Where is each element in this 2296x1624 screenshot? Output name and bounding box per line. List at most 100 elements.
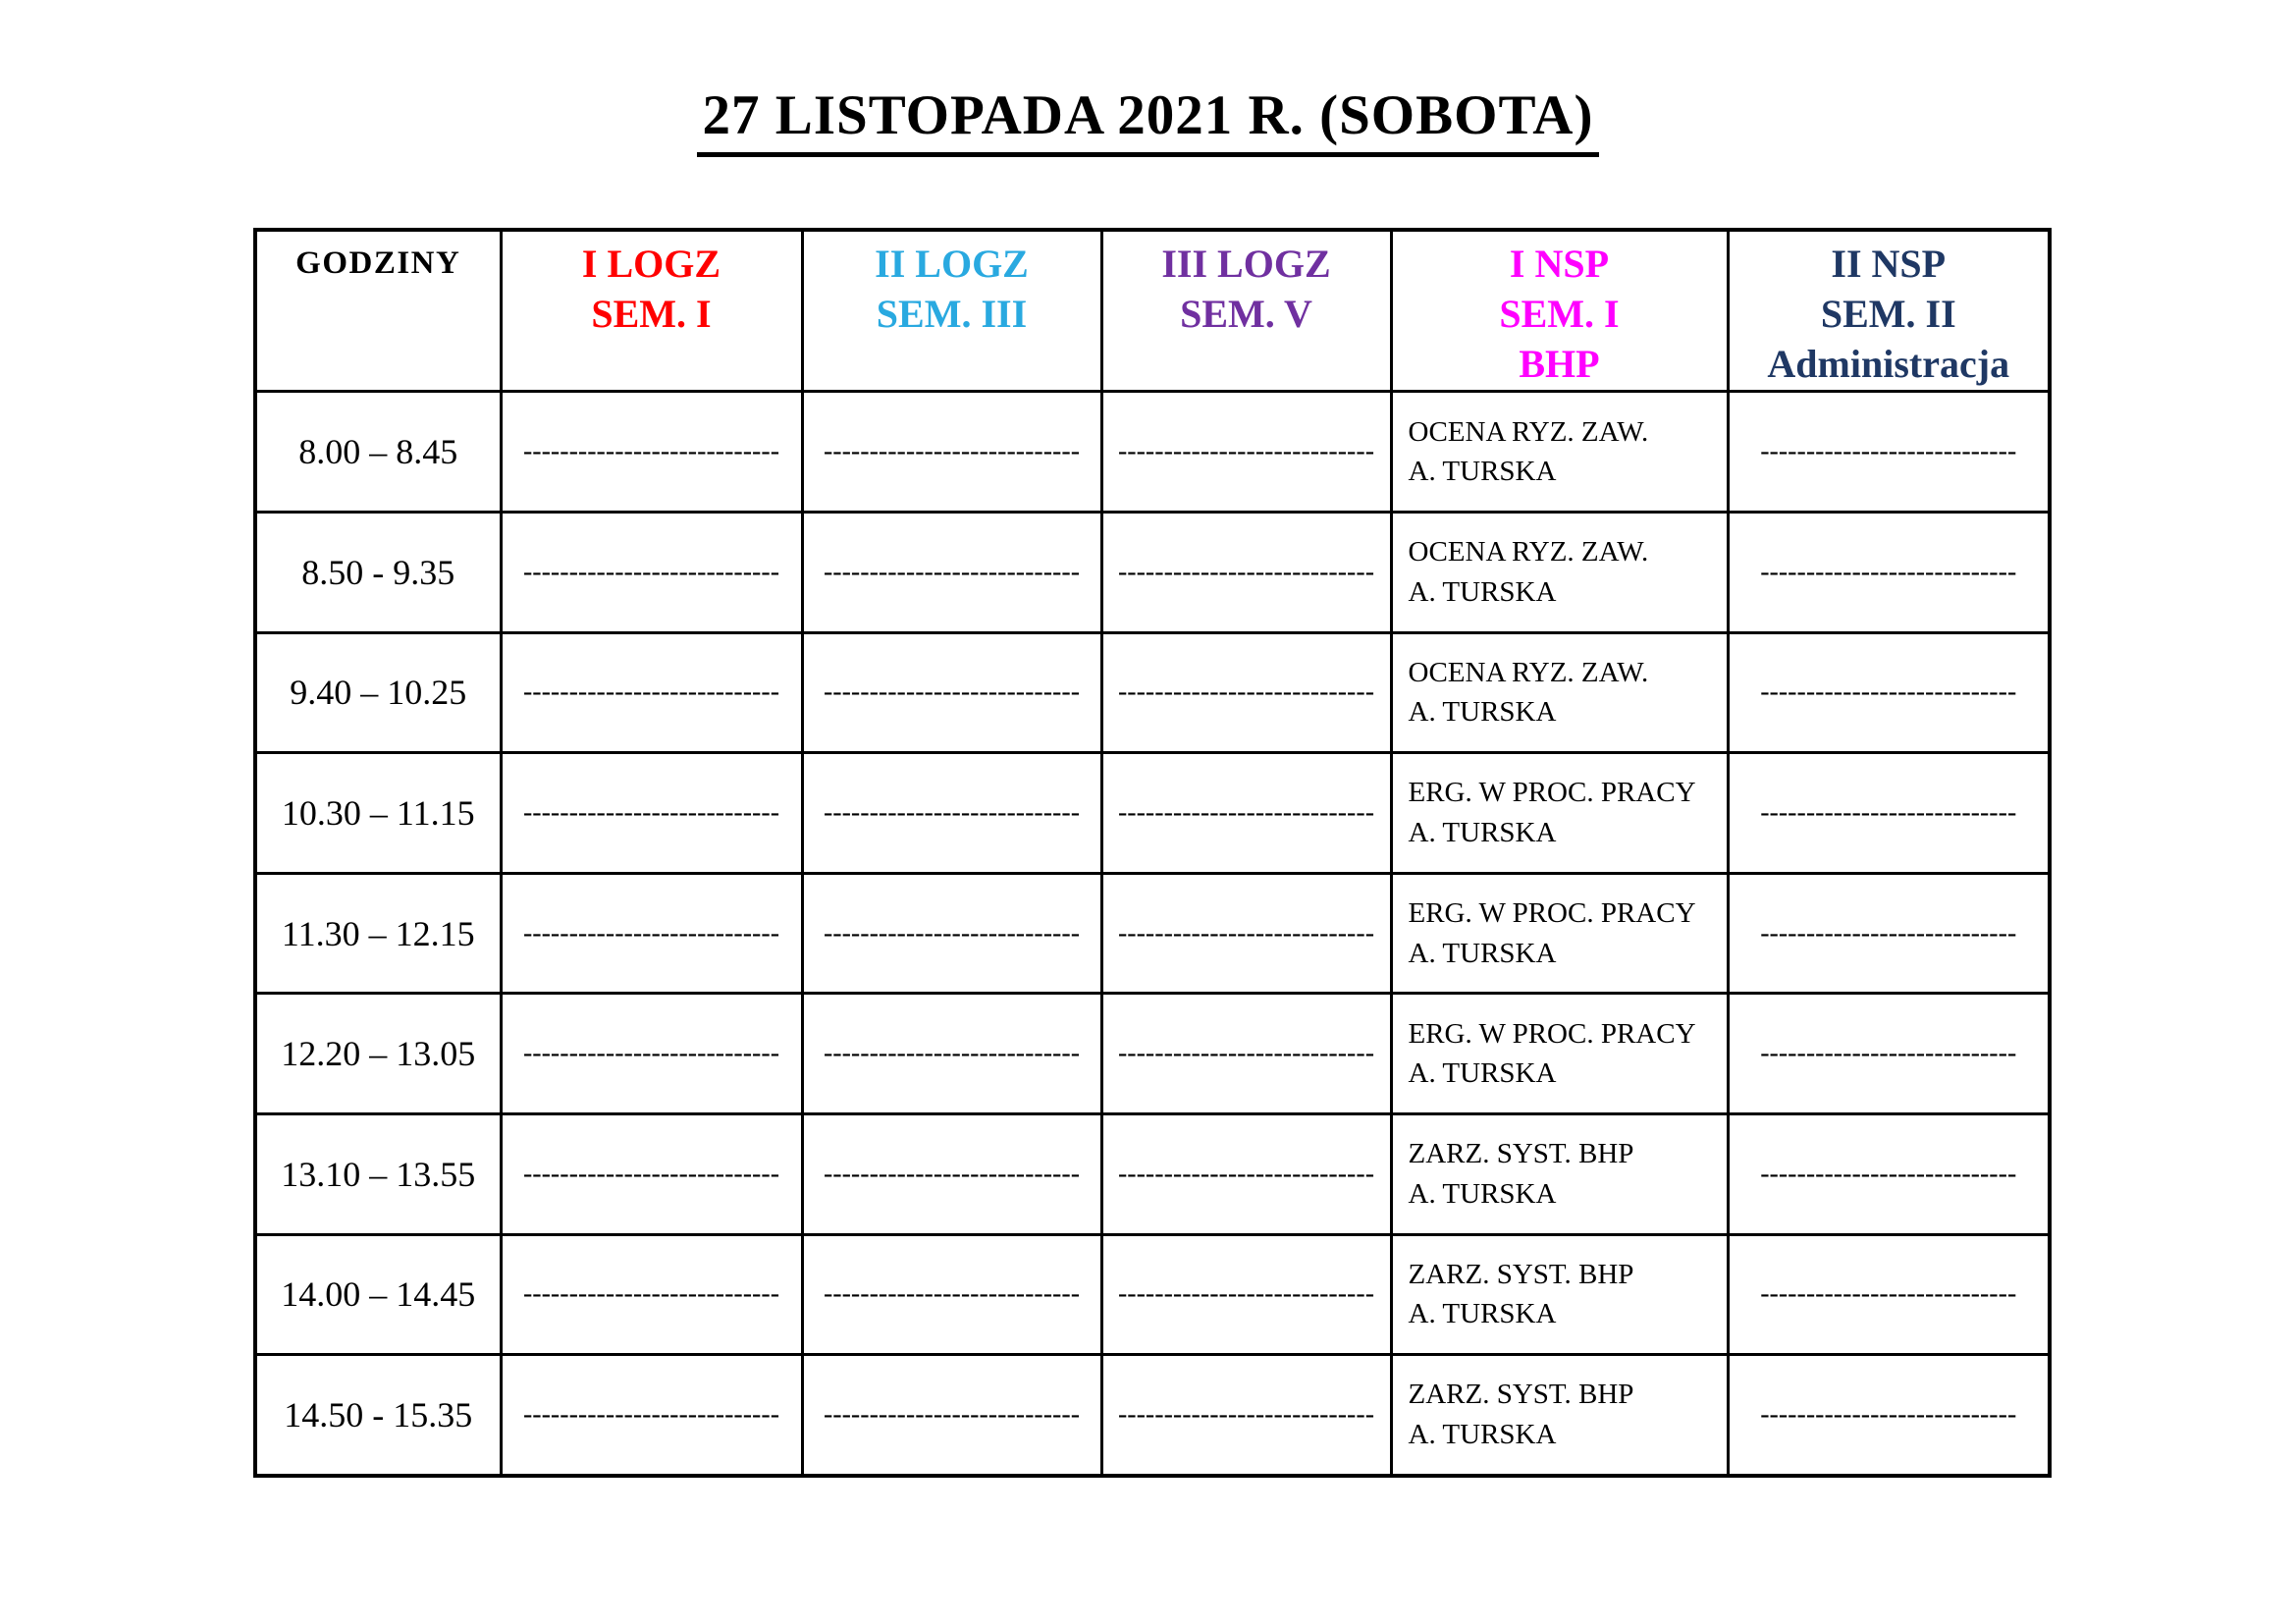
- empty-slot-cell: ----------------------------: [800, 992, 1103, 1115]
- course-cell-line: A. TURSKA: [1408, 1057, 1557, 1090]
- empty-slot-cell: ----------------------------: [1099, 871, 1393, 996]
- empty-slot-cell: ----------------------------: [499, 871, 804, 996]
- table-row: 12.20 – 13.05 ---------------------------…: [253, 992, 2052, 1115]
- column-header-logz-1: I LOGZ SEM. I: [499, 228, 804, 394]
- course-cell-line: A. TURSKA: [1408, 575, 1557, 608]
- column-header-line: Administracja: [1767, 341, 2010, 386]
- course-cell-line: ERG. W PROC. PRACY: [1408, 896, 1696, 929]
- empty-slot-cell: ----------------------------: [1726, 751, 2052, 875]
- course-cell-line: A. TURSKA: [1408, 816, 1557, 848]
- course-cell: ERG. W PROC. PRACY A. TURSKA: [1389, 992, 1730, 1115]
- header-row: GODZINY I LOGZ SEM. I II LOGZ SEM. III III LO…: [253, 228, 2052, 394]
- time-cell: 12.20 – 13.05: [253, 992, 503, 1115]
- column-header-godziny: GODZINY: [253, 228, 503, 394]
- empty-slot-cell: ----------------------------: [499, 630, 804, 755]
- empty-slot-cell: ----------------------------: [1726, 390, 2052, 514]
- empty-slot-cell: ----------------------------: [800, 390, 1103, 514]
- course-cell-line: A. TURSKA: [1408, 456, 1557, 488]
- time-cell: 14.50 - 15.35: [253, 1353, 503, 1478]
- course-cell: OCENA RYZ. ZAW. A. TURSKA: [1389, 390, 1730, 514]
- table-row: 14.50 - 15.35 ---------------------------…: [253, 1353, 2052, 1478]
- empty-slot-cell: ----------------------------: [800, 751, 1103, 875]
- empty-slot-cell: ----------------------------: [499, 1111, 804, 1236]
- time-cell: 10.30 – 11.15: [253, 751, 503, 875]
- table-row: 14.00 – 14.45 ---------------------------…: [253, 1232, 2052, 1357]
- column-header-line: II NSP: [1831, 242, 1947, 286]
- table-row: 11.30 – 12.15 ---------------------------…: [253, 871, 2052, 996]
- course-cell-line: ERG. W PROC. PRACY: [1408, 1017, 1696, 1050]
- table-row: 8.00 – 8.45 ---------------------------- -…: [253, 390, 2052, 514]
- column-header-nsp-1: I NSP SEM. I BHP: [1389, 228, 1730, 394]
- empty-slot-cell: ----------------------------: [1726, 630, 2052, 755]
- empty-slot-cell: ----------------------------: [1099, 630, 1393, 755]
- column-header-logz-3: III LOGZ SEM. V: [1099, 228, 1393, 394]
- course-cell-line: ZARZ. SYST. BHP: [1408, 1138, 1634, 1170]
- course-cell: ERG. W PROC. PRACY A. TURSKA: [1389, 871, 1730, 996]
- empty-slot-cell: ----------------------------: [1099, 1111, 1393, 1236]
- schedule-body: 8.00 – 8.45 ---------------------------- -…: [253, 390, 2052, 1478]
- empty-slot-cell: ----------------------------: [800, 1353, 1103, 1478]
- empty-slot-cell: ----------------------------: [1099, 1232, 1393, 1357]
- table-row: 13.10 – 13.55 ---------------------------…: [253, 1111, 2052, 1236]
- empty-slot-cell: ----------------------------: [499, 390, 804, 514]
- title-container: 27 LISTOPADA 2021 R. (SOBOTA): [0, 83, 2296, 157]
- column-header-line: GODZINY: [295, 245, 461, 281]
- empty-slot-cell: ----------------------------: [499, 992, 804, 1115]
- time-cell: 13.10 – 13.55: [253, 1111, 503, 1236]
- column-header-line: I NSP: [1509, 242, 1610, 286]
- empty-slot-cell: ----------------------------: [800, 510, 1103, 634]
- course-cell-line: ERG. W PROC. PRACY: [1408, 777, 1696, 809]
- table-row: 10.30 – 11.15 ---------------------------…: [253, 751, 2052, 875]
- time-cell: 8.50 - 9.35: [253, 510, 503, 634]
- empty-slot-cell: ----------------------------: [1099, 751, 1393, 875]
- empty-slot-cell: ----------------------------: [499, 1353, 804, 1478]
- empty-slot-cell: ----------------------------: [800, 871, 1103, 996]
- course-cell-line: A. TURSKA: [1408, 1298, 1557, 1330]
- course-cell: OCENA RYZ. ZAW. A. TURSKA: [1389, 630, 1730, 755]
- column-header-line: BHP: [1519, 341, 1600, 386]
- course-cell-line: A. TURSKA: [1408, 696, 1557, 729]
- time-cell: 8.00 – 8.45: [253, 390, 503, 514]
- course-cell: OCENA RYZ. ZAW. A. TURSKA: [1389, 510, 1730, 634]
- column-header-line: SEM. III: [876, 291, 1028, 336]
- empty-slot-cell: ----------------------------: [1099, 510, 1393, 634]
- course-cell-line: ZARZ. SYST. BHP: [1408, 1258, 1634, 1290]
- empty-slot-cell: ----------------------------: [1726, 510, 2052, 634]
- empty-slot-cell: ----------------------------: [1726, 1353, 2052, 1478]
- time-cell: 9.40 – 10.25: [253, 630, 503, 755]
- column-header-line: SEM. V: [1180, 291, 1312, 336]
- column-header-nsp-2: II NSP SEM. II Administracja: [1726, 228, 2052, 394]
- course-cell: ERG. W PROC. PRACY A. TURSKA: [1389, 751, 1730, 875]
- table-row: 8.50 - 9.35 ---------------------------- -…: [253, 510, 2052, 634]
- empty-slot-cell: ----------------------------: [1726, 1111, 2052, 1236]
- empty-slot-cell: ----------------------------: [800, 1232, 1103, 1357]
- column-header-logz-2: II LOGZ SEM. III: [800, 228, 1103, 394]
- course-cell: ZARZ. SYST. BHP A. TURSKA: [1389, 1232, 1730, 1357]
- course-cell-line: ZARZ. SYST. BHP: [1408, 1379, 1634, 1411]
- column-header-line: SEM. II: [1820, 291, 1956, 336]
- course-cell: ZARZ. SYST. BHP A. TURSKA: [1389, 1353, 1730, 1478]
- table-row: 9.40 – 10.25 ----------------------------…: [253, 630, 2052, 755]
- empty-slot-cell: ----------------------------: [499, 510, 804, 634]
- empty-slot-cell: ----------------------------: [1099, 1353, 1393, 1478]
- column-header-line: SEM. I: [1499, 291, 1620, 336]
- course-cell-line: A. TURSKA: [1408, 1177, 1557, 1210]
- course-cell-line: A. TURSKA: [1408, 1419, 1557, 1451]
- column-header-line: II LOGZ: [875, 242, 1029, 286]
- time-cell: 11.30 – 12.15: [253, 871, 503, 996]
- schedule-table: GODZINY I LOGZ SEM. I II LOGZ SEM. III III LO…: [253, 228, 2052, 1478]
- course-cell-line: OCENA RYZ. ZAW.: [1408, 536, 1649, 568]
- empty-slot-cell: ----------------------------: [800, 1111, 1103, 1236]
- course-cell-line: A. TURSKA: [1408, 937, 1557, 969]
- empty-slot-cell: ----------------------------: [1726, 871, 2052, 996]
- empty-slot-cell: ----------------------------: [1726, 1232, 2052, 1357]
- empty-slot-cell: ----------------------------: [1099, 992, 1393, 1115]
- empty-slot-cell: ----------------------------: [1099, 390, 1393, 514]
- empty-slot-cell: ----------------------------: [499, 751, 804, 875]
- empty-slot-cell: ----------------------------: [800, 630, 1103, 755]
- column-header-line: III LOGZ: [1161, 242, 1331, 286]
- empty-slot-cell: ----------------------------: [499, 1232, 804, 1357]
- column-header-line: I LOGZ: [581, 242, 721, 286]
- page-title: 27 LISTOPADA 2021 R. (SOBOTA): [696, 83, 1600, 157]
